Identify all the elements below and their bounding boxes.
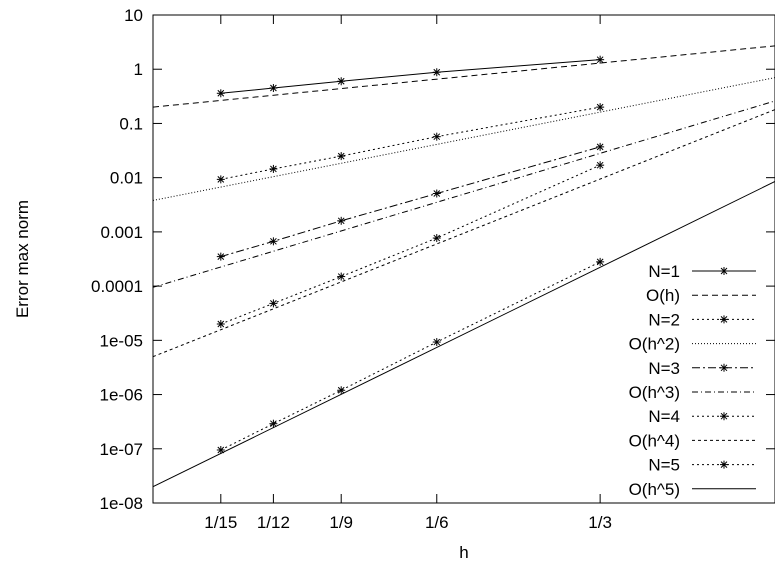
data-point xyxy=(596,55,605,64)
y-tick-label: 0.0001 xyxy=(91,277,143,296)
y-tick-label: 0.001 xyxy=(100,223,143,242)
data-point xyxy=(596,103,605,112)
legend-marker xyxy=(720,460,728,469)
series-o-h- xyxy=(153,45,775,108)
y-axis-label: Error max norm xyxy=(13,200,32,318)
x-tick-label: 1/9 xyxy=(329,513,353,532)
legend-label: N=4 xyxy=(648,407,680,426)
data-point xyxy=(337,216,346,225)
y-tick-label: 0.01 xyxy=(110,169,143,188)
data-point xyxy=(596,142,605,151)
legend-label: N=5 xyxy=(648,456,680,475)
data-point xyxy=(337,272,346,281)
series-n-5 xyxy=(216,257,605,454)
legend-item: N=1 xyxy=(648,262,756,281)
y-tick-label: 1 xyxy=(134,60,143,79)
y-tick-label: 1e-07 xyxy=(100,440,143,459)
data-point xyxy=(337,152,346,161)
legend-item: O(h^5) xyxy=(629,480,756,499)
data-point xyxy=(432,189,441,198)
legend-label: O(h^4) xyxy=(629,431,680,450)
data-point xyxy=(337,386,346,395)
legend-marker xyxy=(720,315,728,324)
data-point xyxy=(216,175,225,184)
x-tick-label: 1/3 xyxy=(588,513,612,532)
legend-marker xyxy=(720,363,728,372)
legend: N=1 O(h) N=2 O(h^2) N=3 O(h^3) N=4 O(h^4) N=5 O(h… xyxy=(629,262,756,499)
y-tick-label: 1e-06 xyxy=(100,386,143,405)
data-point xyxy=(432,338,441,347)
plot-frame xyxy=(152,14,775,504)
data-point xyxy=(269,164,278,173)
legend-marker xyxy=(720,412,728,421)
legend-label: N=3 xyxy=(648,359,680,378)
legend-item: N=4 xyxy=(648,407,756,426)
x-axis-label: h xyxy=(459,543,468,562)
series-line xyxy=(153,100,775,288)
legend-item: N=3 xyxy=(648,359,756,378)
legend-item: O(h) xyxy=(646,286,756,305)
legend-label: N=1 xyxy=(648,262,680,281)
series-line xyxy=(153,77,775,201)
legend-item: O(h^2) xyxy=(629,335,756,354)
series-line xyxy=(220,261,601,451)
series-line xyxy=(220,106,601,180)
x-tick-label: 1/12 xyxy=(257,513,290,532)
y-tick-label: 1e-08 xyxy=(100,494,143,513)
series-n-3 xyxy=(216,142,605,261)
legend-item: O(h^3) xyxy=(629,383,756,402)
series-o-h-3- xyxy=(153,100,775,288)
y-tick-label: 1e-05 xyxy=(100,331,143,350)
series-o-h-4- xyxy=(153,109,775,358)
series-line xyxy=(220,146,601,258)
series-line xyxy=(153,45,775,108)
data-point xyxy=(216,89,225,98)
legend-label: O(h^5) xyxy=(629,480,680,499)
data-point xyxy=(596,161,605,170)
data-point xyxy=(216,445,225,454)
series-n-4 xyxy=(216,161,605,329)
y-tick-label: 0.1 xyxy=(119,114,143,133)
series-layer xyxy=(153,45,775,488)
series-n-1 xyxy=(216,55,605,98)
series-line xyxy=(153,181,775,488)
data-point xyxy=(596,257,605,266)
x-tick-label: 1/6 xyxy=(425,513,449,532)
data-point xyxy=(432,234,441,243)
legend-marker xyxy=(720,267,728,275)
data-point xyxy=(269,299,278,308)
series-n-2 xyxy=(216,103,605,184)
series-o-h-5- xyxy=(153,181,775,488)
legend-label: O(h^2) xyxy=(629,335,680,354)
legend-label: N=2 xyxy=(648,310,680,329)
series-line xyxy=(220,164,601,325)
data-point xyxy=(269,237,278,246)
plot-border xyxy=(152,14,775,504)
series-line xyxy=(153,109,775,358)
x-tick-label: 1/15 xyxy=(204,513,237,532)
data-point xyxy=(269,419,278,428)
y-tick-label: 10 xyxy=(124,6,143,25)
x-axis: 1/15 1/12 1/9 1/6 1/3 xyxy=(204,15,612,532)
data-point xyxy=(216,252,225,261)
legend-label: O(h) xyxy=(646,286,680,305)
legend-item: N=2 xyxy=(648,310,756,329)
y-axis: 1e-08 1e-07 1e-06 1e-05 0.0001 0.001 0.01 0.1 1 1… xyxy=(91,6,775,513)
series-line xyxy=(220,59,601,94)
data-point xyxy=(432,68,441,77)
data-point xyxy=(337,77,346,86)
legend-item: N=5 xyxy=(648,456,756,475)
data-point xyxy=(216,320,225,329)
series-o-h-2- xyxy=(153,77,775,201)
legend-item: O(h^4) xyxy=(629,431,756,450)
data-point xyxy=(269,84,278,93)
data-point xyxy=(432,132,441,141)
legend-label: O(h^3) xyxy=(629,383,680,402)
